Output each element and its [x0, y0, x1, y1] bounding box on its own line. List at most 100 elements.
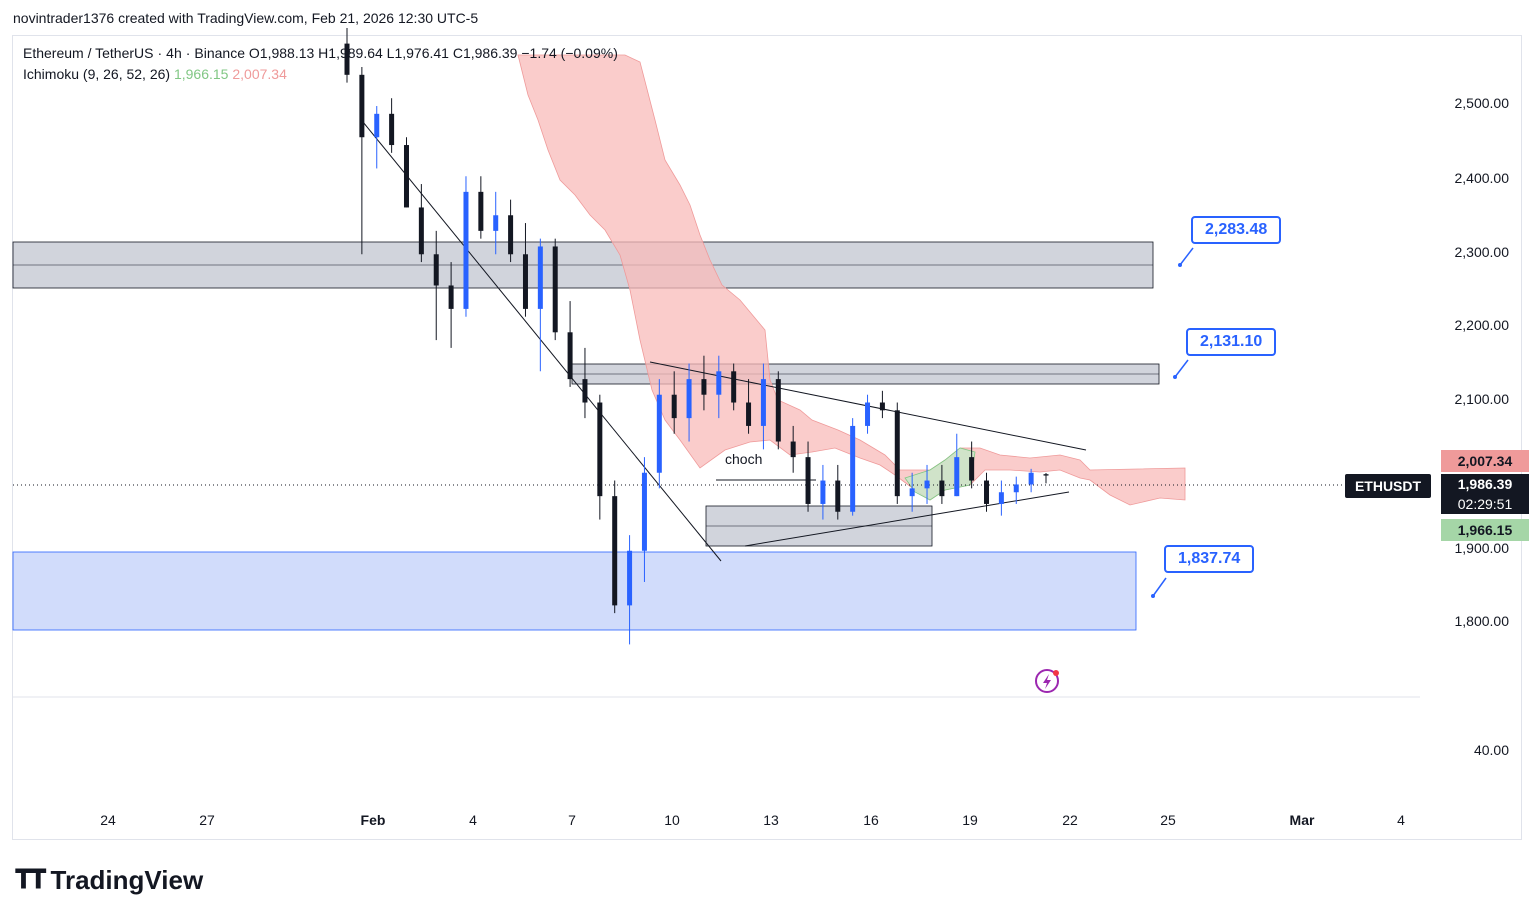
lightning-event-icon[interactable]: [1035, 669, 1059, 693]
candle-body[interactable]: [493, 215, 499, 231]
candle-body[interactable]: [448, 285, 454, 309]
demand-zone[interactable]: [12, 551, 1137, 631]
candle-body[interactable]: [909, 488, 915, 497]
legend-high: H1,989.64: [318, 45, 383, 61]
candle-body[interactable]: [850, 425, 856, 512]
x-axis-label: Mar: [1289, 812, 1315, 828]
candle-body[interactable]: [865, 402, 871, 426]
candle-body[interactable]: [1013, 484, 1019, 493]
y-axis-label: 2,300.00: [1454, 244, 1510, 260]
indicator-legend[interactable]: Ichimoku (9, 26, 52, 26) 1,966.15 2,007.…: [23, 66, 287, 82]
candle-body[interactable]: [969, 457, 975, 481]
legend-change: −1.74 (−0.09%): [521, 45, 618, 61]
candle-body[interactable]: [731, 371, 737, 403]
legend-interval: 4h: [166, 45, 182, 61]
x-axis-label: 16: [863, 812, 879, 828]
candle-body[interactable]: [1043, 474, 1049, 476]
symbol-legend[interactable]: Ethereum / TetherUS · 4h · Binance O1,988.13…: [23, 45, 618, 61]
candle-body[interactable]: [716, 371, 722, 395]
candle-body[interactable]: [418, 207, 424, 255]
candle-body[interactable]: [597, 402, 603, 497]
candle-body[interactable]: [760, 379, 766, 426]
candle-body[interactable]: [894, 410, 900, 497]
tag-2283-leader: [1179, 247, 1194, 266]
y-axis-label: 1,900.00: [1454, 540, 1510, 556]
indicator-name: Ichimoku (9, 26, 52, 26): [23, 66, 171, 82]
candle-body[interactable]: [835, 480, 841, 512]
candle-body[interactable]: [998, 492, 1004, 504]
chart-frame[interactable]: [12, 35, 1522, 840]
tag-1837-leader: [1152, 577, 1167, 597]
candle-body[interactable]: [537, 246, 543, 309]
tag-2283-dot: [1178, 263, 1182, 267]
bar-countdown: 02:29:51: [1441, 494, 1529, 514]
y-axis-label: 2,400.00: [1454, 170, 1510, 186]
x-axis-label: 4: [469, 812, 477, 828]
candle-body[interactable]: [939, 480, 945, 497]
candle-body[interactable]: [582, 379, 588, 403]
support-trendline[interactable]: [744, 491, 1070, 547]
candle-body[interactable]: [627, 550, 633, 606]
candle-body[interactable]: [790, 441, 796, 458]
ichimoku-lower-badge: 1,966.15: [1441, 519, 1529, 541]
ichimoku-upper-badge: 2,007.34: [1441, 450, 1529, 472]
candle-body[interactable]: [671, 394, 677, 419]
brand-name: TradingView: [50, 864, 204, 895]
candle-body[interactable]: [433, 254, 439, 286]
y-axis-label: 2,100.00: [1454, 391, 1510, 407]
x-axis-label: 10: [664, 812, 680, 828]
candle-body[interactable]: [359, 74, 365, 138]
y-axis-label: 2,200.00: [1454, 317, 1510, 333]
candle-body[interactable]: [641, 472, 647, 551]
candle-body[interactable]: [552, 246, 558, 333]
price-tag-2283[interactable]: 2,283.48: [1191, 216, 1282, 244]
indicator-value-1: 1,966.15: [173, 66, 229, 82]
legend-open: O1,988.13: [248, 45, 315, 61]
last-price-badge: 1,986.39: [1441, 474, 1529, 494]
y-axis-label: 40.00: [1473, 742, 1509, 758]
candle-body[interactable]: [478, 191, 484, 231]
candle-body[interactable]: [522, 254, 528, 309]
y-axis-label: 1,800.00: [1454, 613, 1510, 629]
candle-body[interactable]: [686, 379, 692, 419]
candle-body[interactable]: [805, 457, 811, 504]
x-axis-label: 13: [763, 812, 779, 828]
candle-body[interactable]: [775, 379, 781, 442]
price-tag-2131[interactable]: 2,131.10: [1186, 328, 1277, 356]
candle-body[interactable]: [612, 496, 618, 606]
tag-2131-leader: [1174, 359, 1189, 378]
candle-body[interactable]: [567, 332, 573, 380]
candle-body[interactable]: [463, 191, 469, 309]
tag-1837-dot: [1151, 594, 1155, 598]
candle-body[interactable]: [389, 113, 395, 146]
candle-body[interactable]: [656, 394, 662, 473]
candle-body[interactable]: [746, 402, 752, 426]
x-axis-label: 4: [1397, 812, 1405, 828]
candle-body[interactable]: [1028, 472, 1034, 485]
x-axis-label: 27: [199, 812, 215, 828]
downtrend-line[interactable]: [362, 121, 722, 562]
candle-body[interactable]: [924, 480, 930, 489]
x-axis-label: 25: [1160, 812, 1176, 828]
tradingview-mark-icon: 𝐓𝐓: [15, 864, 46, 894]
choch-label: choch: [725, 451, 762, 467]
candle-body[interactable]: [954, 457, 960, 497]
tradingview-logo[interactable]: 𝐓𝐓 TradingView: [15, 864, 203, 896]
x-axis-label: 24: [100, 812, 116, 828]
price-tag-1837[interactable]: 1,837.74: [1164, 545, 1255, 573]
candle-body[interactable]: [984, 480, 990, 504]
header-credit: novintrader1376 created with TradingView…: [13, 10, 479, 26]
candle-body[interactable]: [820, 480, 826, 504]
candle-body[interactable]: [344, 43, 350, 75]
ticker-badge[interactable]: ETHUSDT: [1345, 474, 1431, 498]
candle-body[interactable]: [403, 145, 409, 208]
candle-body[interactable]: [374, 113, 380, 138]
candle-body[interactable]: [701, 379, 707, 395]
x-axis-label: Feb: [360, 812, 386, 828]
candle-body[interactable]: [508, 215, 514, 255]
candles-group: [344, 28, 1049, 645]
x-axis-label: 7: [568, 812, 576, 828]
candle-body[interactable]: [879, 402, 885, 411]
legend-exchange: Binance: [194, 45, 245, 61]
